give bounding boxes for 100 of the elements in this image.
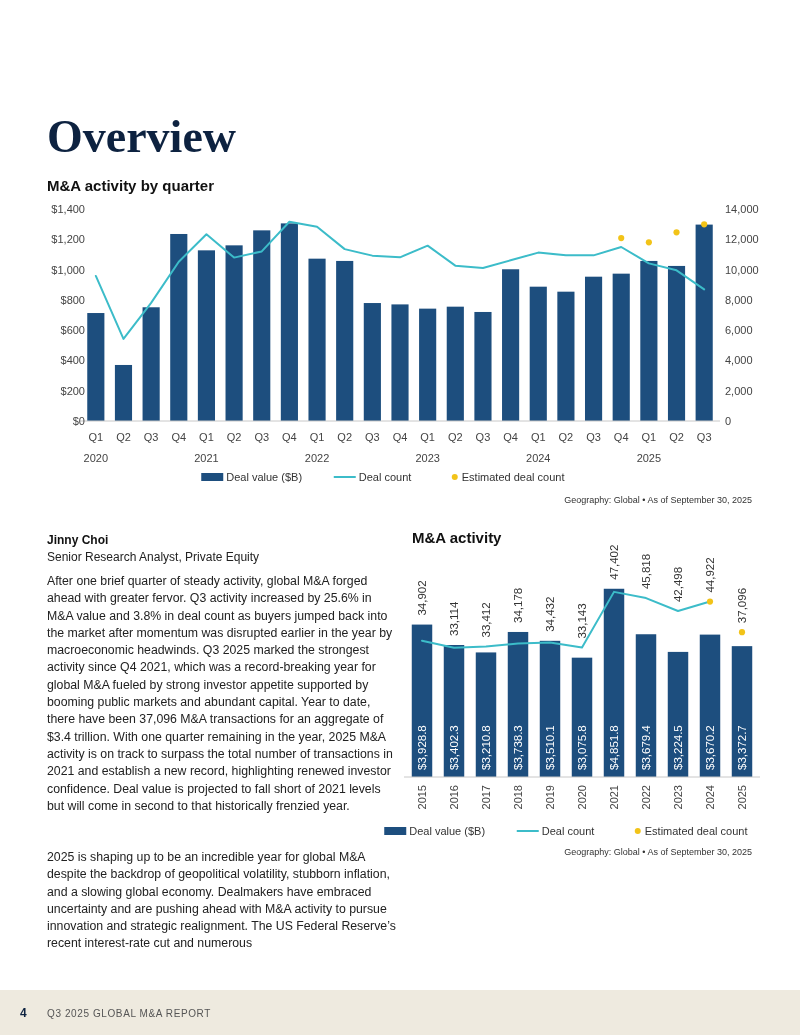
data-label: 44,922 [704, 557, 716, 593]
text: Geography: Global • As of September 30, 2025 [564, 495, 752, 505]
data-label: $3,075.8 [576, 725, 588, 770]
text: Overview [47, 111, 237, 162]
bar [635, 634, 657, 777]
data-label: $3,402.3 [448, 725, 460, 770]
bar [612, 273, 630, 421]
y-tick-label: $200 [60, 384, 85, 397]
y-tick-label: $600 [60, 324, 85, 337]
data-label: $3,928.8 [416, 725, 428, 770]
x-tick-label: Q1 2025 [636, 431, 662, 464]
x-tick-label: Q4 [613, 431, 629, 443]
y2-tick-label: 12,000 [725, 233, 759, 246]
x-tick-label: 2021 [608, 785, 620, 810]
x-tick-label: 2018 [512, 785, 524, 810]
y2-tick-label: 14,000 [725, 203, 759, 215]
x-tick-label: Q2 [116, 431, 131, 443]
x-tick-label: Q2 [669, 431, 684, 443]
bar [502, 269, 520, 421]
bar [640, 260, 658, 421]
data-label: 45,818 [640, 553, 652, 590]
bar [170, 233, 188, 421]
y-tick-label: $1,200 [51, 233, 85, 246]
y2-tick-label: 0 [725, 415, 732, 427]
x-tick-label: 2016 [448, 785, 460, 810]
bar [603, 588, 625, 777]
data-label: 37,096 [736, 587, 748, 624]
text: Q3 2025 GLOBAL M&A REPORT [47, 1008, 211, 1019]
text: Geography: Global • As of September 30, 2025 [564, 847, 752, 857]
x-tick-label: 2023 [672, 785, 684, 810]
y2-tick-label: 6,000 [725, 324, 753, 337]
y-tick-label: $1,000 [51, 263, 85, 276]
y2-tick-label: 2,000 [725, 384, 753, 397]
legend-label: Estimated deal count [644, 825, 748, 837]
legend-label: Deal value ($B) [226, 471, 303, 483]
x-tick-label: Q3 [696, 431, 712, 443]
bar [197, 250, 216, 421]
bar [446, 306, 464, 421]
bar [225, 245, 243, 421]
y2-tick-label: 4,000 [725, 354, 753, 367]
point [618, 234, 625, 242]
bar [142, 307, 160, 421]
x-tick-label: 2022 [640, 785, 652, 810]
bar [584, 276, 603, 421]
data-label: $3,372.7 [736, 725, 748, 770]
data-label: 33,412 [480, 602, 492, 638]
bar [280, 223, 298, 421]
x-tick-label: Q3 [365, 431, 380, 443]
y-tick-label: $800 [60, 293, 85, 306]
x-tick-label: Q3 [475, 431, 491, 443]
bar [253, 230, 271, 421]
text: Jinny Choi [47, 533, 109, 547]
bar [731, 646, 753, 777]
text: Senior Research Analyst, Private Equity [47, 550, 260, 564]
x-tick-label: Q4 [171, 431, 187, 443]
line-series [94, 220, 706, 340]
data-label: 33,114 [448, 601, 460, 636]
x-tick-label: Q1 2021 [194, 431, 219, 464]
x-tick-label: Q1 2022 [304, 431, 330, 464]
x-tick-label: Q4 [503, 431, 518, 443]
bar [114, 364, 133, 421]
x-tick-label: Q1 2020 [83, 431, 109, 464]
data-label: 34,432 [544, 596, 556, 632]
data-label: $3,738.3 [512, 725, 524, 770]
x-tick-label: Q2 [447, 431, 463, 443]
x-tick-label: 2019 [544, 785, 556, 810]
chart-title: M&A activity [412, 529, 503, 546]
x-tick-label: 2017 [480, 785, 492, 810]
point [673, 229, 680, 236]
legend-label: Deal value ($B) [409, 825, 486, 837]
x-tick-label: 2025 [736, 785, 748, 810]
x-tick-label: 2024 [704, 785, 716, 810]
data-label: $3,224.5 [672, 725, 684, 770]
bar [87, 313, 105, 421]
bar [363, 303, 381, 421]
x-tick-label: Q1 2023 [415, 431, 440, 464]
x-tick-label: Q1 2024 [526, 431, 551, 464]
bar [419, 308, 437, 421]
data-label: $3,670.2 [704, 725, 716, 770]
x-tick-label: Q2 [226, 431, 242, 443]
data-label: 47,402 [608, 544, 620, 580]
y-tick-label: $0 [72, 415, 85, 427]
bar [391, 304, 409, 421]
legend-label: Deal count [541, 825, 595, 837]
y2-tick-label: 10,000 [725, 263, 759, 276]
y2-tick-label: 8,000 [725, 293, 753, 306]
legend-label: Estimated deal count [461, 471, 565, 483]
x-tick-label: 2015 [416, 785, 428, 810]
point [645, 239, 652, 246]
x-tick-label: Q2 [337, 431, 353, 443]
x-tick-label: Q3 [143, 431, 159, 443]
y-tick-label: $1,400 [51, 203, 85, 215]
x-tick-label: 2020 [576, 785, 588, 810]
data-label: $4,851.8 [608, 725, 620, 770]
x-tick-label: Q4 [392, 431, 408, 443]
data-label: 42,498 [672, 566, 684, 603]
bar [695, 224, 713, 421]
text: After one brief quarter of steady activity, global M&A forged ahead with greater fervor. Q3 activity increased by 25.6% in M&A value and 3.8% in deal count as buyers jumped back into the market after momentum was disrupted earlier in the year by macroeconomic headwinds. Q3 2025 marked the strongest activity since Q4 2021, which was a record-breaking year for global M&A fueled by strong investor appetite supported by booming public markets and abundant capital. Year to date, there have been 37,096 M&A transactions for an aggregate of $3.4 trillion. With one quarter remaining in the year, 2025 M&A activity is on track to surpass the total number of transactions in 2021 and establish a new record, highlighting renewed investor confidence. Deal value is projected to fall short of 2021 levels but will come in second to that historically frenzied year. [47, 574, 393, 813]
data-label: 34,178 [512, 587, 524, 623]
bar [336, 260, 354, 421]
